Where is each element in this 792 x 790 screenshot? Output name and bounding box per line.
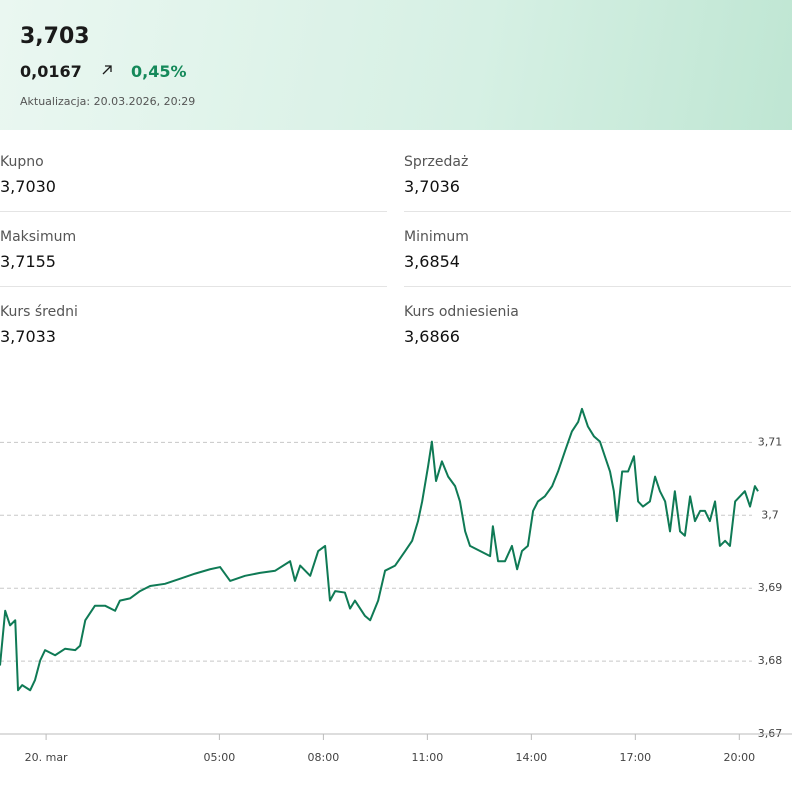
y-tick-label: 3,7 [761, 508, 779, 521]
x-tick-label: 20:00 [723, 751, 755, 764]
stat-label: Sprzedaż [404, 154, 469, 170]
stat-item: Kurs odniesienia 3,6866 [404, 288, 791, 362]
stat-label: Kupno [0, 154, 44, 170]
x-tick-label: 14:00 [515, 751, 547, 764]
stat-label: Kurs średni [0, 304, 78, 320]
stat-item: Maksimum 3,7155 [0, 213, 387, 287]
stat-label: Minimum [404, 229, 469, 245]
stat-item: Kupno 3,7030 [0, 138, 387, 212]
x-tick-label: 08:00 [308, 751, 340, 764]
x-tick-label: 05:00 [204, 751, 236, 764]
stat-value: 3,7155 [0, 252, 56, 271]
stat-label: Kurs odniesienia [404, 304, 519, 320]
stat-value: 3,6854 [404, 252, 460, 271]
rate-change: 0,0167 [20, 62, 82, 81]
stat-value: 3,6866 [404, 327, 460, 346]
stat-value: 3,7030 [0, 177, 56, 196]
stat-item: Minimum 3,6854 [404, 213, 791, 287]
x-tick-label: 17:00 [619, 751, 651, 764]
price-line [0, 407, 759, 692]
stat-item: Kurs średni 3,7033 [0, 288, 387, 362]
up-arrow-icon [102, 65, 112, 75]
rate-value: 3,703 [20, 24, 90, 49]
y-tick-label: 3,71 [758, 435, 783, 448]
rate-change-pct: 0,45% [131, 62, 187, 81]
stat-value: 3,7036 [404, 177, 460, 196]
x-tick-label: 11:00 [412, 751, 444, 764]
stat-value: 3,7033 [0, 327, 56, 346]
rate-header: 3,703 0,0167 0,45% Aktualizacja: 20.03.2… [0, 0, 792, 130]
stat-label: Maksimum [0, 229, 77, 245]
y-tick-label: 3,69 [758, 581, 783, 594]
stat-item: Sprzedaż 3,7036 [404, 138, 791, 212]
y-tick-label: 3,68 [758, 654, 783, 667]
x-tick-label: 20. mar [25, 751, 68, 764]
update-time: Aktualizacja: 20.03.2026, 20:29 [20, 95, 196, 108]
